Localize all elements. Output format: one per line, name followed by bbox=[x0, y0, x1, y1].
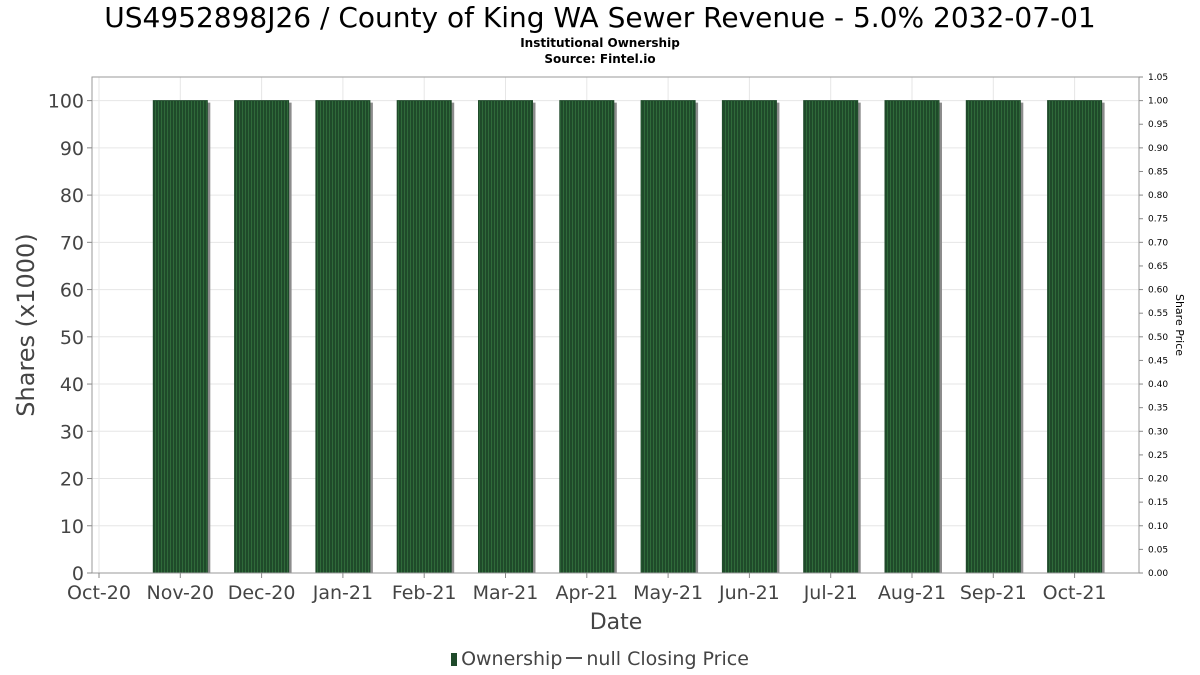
x-tick-label: May-21 bbox=[633, 582, 703, 604]
y2-tick-label: 0.75 bbox=[1148, 215, 1168, 225]
y2-tick-label: 0.10 bbox=[1148, 522, 1168, 532]
y2-tick-label: 0.80 bbox=[1148, 191, 1168, 201]
x-tick-label: Nov-20 bbox=[146, 582, 214, 604]
bar bbox=[1047, 100, 1103, 574]
bar bbox=[965, 100, 1021, 574]
y-tick-label: 0 bbox=[72, 563, 84, 585]
bar bbox=[478, 100, 533, 574]
y2-tick-label: 0.95 bbox=[1148, 120, 1168, 130]
y2-tick-label: 0.15 bbox=[1148, 498, 1168, 508]
x-tick-label: Jan-21 bbox=[312, 582, 373, 604]
x-tick-label: Aug-21 bbox=[878, 582, 946, 604]
x-tick-label: Oct-20 bbox=[67, 582, 131, 604]
x-tick-label: Jun-21 bbox=[718, 582, 780, 604]
bar bbox=[234, 100, 290, 574]
y2-tick-label: 0.05 bbox=[1148, 545, 1168, 555]
x-tick-label: Apr-21 bbox=[555, 582, 618, 604]
y2-tick-label: 0.40 bbox=[1148, 380, 1168, 390]
y-tick-label: 50 bbox=[60, 327, 84, 349]
y-tick-label: 20 bbox=[60, 469, 84, 491]
y2-tick-label: 0.55 bbox=[1148, 309, 1168, 319]
x-tick-label: Sep-21 bbox=[960, 582, 1027, 604]
bar bbox=[559, 100, 615, 574]
y2-tick-label: 0.65 bbox=[1148, 262, 1168, 272]
x-tick-label: Dec-20 bbox=[228, 582, 296, 604]
bar bbox=[884, 100, 940, 574]
plot-frame bbox=[91, 76, 1140, 574]
x-tick-label: Jul-21 bbox=[803, 582, 858, 604]
y-tick-label: 30 bbox=[60, 421, 84, 443]
bar bbox=[396, 100, 452, 574]
bar bbox=[315, 100, 371, 574]
y2-tick-label: 0.00 bbox=[1148, 569, 1168, 579]
y2-axis: 0.00 0.05 0.10 0.15 0.20 0.25 0.30 0.35 0.40 0.45… bbox=[1139, 73, 1168, 579]
y2-tick-label: 0.70 bbox=[1148, 238, 1168, 248]
bar bbox=[721, 100, 777, 574]
bar bbox=[803, 100, 859, 574]
x-axis-label: Date bbox=[590, 610, 643, 635]
bar bbox=[152, 100, 208, 574]
y-tick-label: 10 bbox=[60, 516, 84, 538]
y2-tick-label: 0.50 bbox=[1148, 333, 1168, 343]
y2-tick-label: 0.45 bbox=[1148, 356, 1168, 366]
y2-tick-label: 0.20 bbox=[1148, 475, 1168, 485]
x-tick-label: Oct-21 bbox=[1043, 582, 1107, 604]
y-tick-label: 100 bbox=[48, 91, 84, 113]
x-tick-label: Mar-21 bbox=[473, 582, 539, 604]
y-tick-label: 70 bbox=[60, 232, 84, 254]
y-axis-label: Shares (x1000) bbox=[12, 233, 40, 416]
y2-tick-label: 0.90 bbox=[1148, 144, 1168, 154]
legend-price-swatch bbox=[566, 657, 583, 659]
chart-title: US4952898J26 / County of King WA Sewer R… bbox=[104, 1, 1096, 34]
x-tick-label: Feb-21 bbox=[392, 582, 457, 604]
chart-subtitle: Institutional Ownership bbox=[520, 36, 680, 50]
y2-tick-label: 0.25 bbox=[1148, 451, 1168, 461]
y2-tick-label: 0.85 bbox=[1148, 167, 1168, 177]
x-axis: Oct-20 Nov-20 Dec-20 Jan-21 Feb-21 Mar-21 Apr-… bbox=[67, 573, 1107, 604]
y-tick-label: 80 bbox=[60, 185, 84, 207]
legend-ownership-label: Ownership bbox=[461, 648, 563, 670]
chart-source: Source: Fintel.io bbox=[544, 52, 656, 66]
legend-ownership-swatch bbox=[451, 653, 458, 666]
bar bbox=[640, 100, 696, 574]
y-tick-label: 60 bbox=[60, 280, 84, 302]
y2-tick-label: 0.60 bbox=[1148, 286, 1168, 296]
y-tick-label: 90 bbox=[60, 138, 84, 160]
y2-tick-label: 1.05 bbox=[1148, 73, 1168, 83]
y2-tick-label: 0.35 bbox=[1148, 404, 1168, 414]
y2-axis-label: Share Price bbox=[1173, 294, 1186, 356]
y-tick-label: 40 bbox=[60, 374, 84, 396]
legend: Ownership null Closing Price bbox=[0, 648, 1200, 670]
y2-tick-label: 1.00 bbox=[1148, 97, 1168, 107]
legend-price-label: null Closing Price bbox=[586, 648, 749, 670]
y2-tick-label: 0.30 bbox=[1148, 427, 1168, 437]
y-axis: 0 10 20 30 40 50 60 70 80 90 100 bbox=[48, 91, 92, 585]
bars bbox=[152, 100, 1105, 574]
